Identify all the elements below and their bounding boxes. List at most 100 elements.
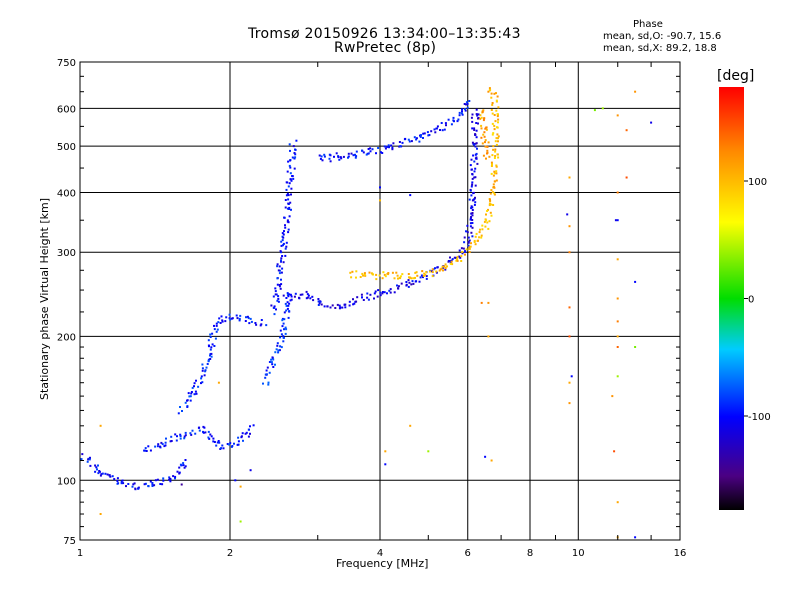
data-point bbox=[201, 381, 204, 384]
data-point bbox=[210, 355, 213, 358]
data-point bbox=[396, 284, 398, 287]
data-point bbox=[361, 149, 363, 152]
data-point bbox=[447, 260, 450, 263]
data-point bbox=[220, 315, 223, 318]
data-point bbox=[287, 228, 290, 231]
data-point bbox=[488, 204, 491, 207]
data-point bbox=[215, 324, 218, 327]
data-point bbox=[121, 479, 124, 482]
data-point bbox=[458, 111, 461, 114]
data-point bbox=[366, 292, 369, 295]
data-point bbox=[289, 166, 292, 169]
x-tick-label: 8 bbox=[527, 548, 533, 559]
data-point bbox=[484, 127, 487, 130]
data-point bbox=[387, 144, 390, 147]
data-point bbox=[247, 317, 250, 320]
data-point bbox=[449, 260, 452, 262]
data-point bbox=[423, 132, 426, 135]
data-point bbox=[183, 435, 186, 438]
data-point bbox=[186, 406, 189, 408]
data-point bbox=[387, 272, 390, 274]
data-point bbox=[493, 180, 496, 183]
data-point bbox=[495, 137, 498, 140]
data-point bbox=[328, 153, 331, 156]
data-point bbox=[393, 277, 396, 280]
data-point bbox=[188, 395, 191, 398]
data-point bbox=[211, 332, 214, 335]
data-point bbox=[197, 385, 200, 388]
data-point bbox=[276, 263, 279, 266]
data-point bbox=[467, 241, 470, 244]
data-point bbox=[491, 112, 494, 115]
data-point bbox=[289, 293, 292, 296]
data-point bbox=[215, 322, 218, 325]
data-point bbox=[487, 335, 490, 338]
data-point bbox=[331, 304, 334, 307]
data-point bbox=[634, 536, 637, 539]
data-point bbox=[471, 181, 474, 184]
data-point bbox=[134, 487, 137, 490]
data-point bbox=[453, 256, 456, 259]
data-point bbox=[116, 477, 119, 480]
data-point bbox=[373, 292, 376, 295]
data-point bbox=[383, 291, 386, 294]
data-point bbox=[99, 424, 102, 427]
data-point bbox=[270, 304, 273, 307]
data-point bbox=[650, 121, 653, 124]
data-point bbox=[174, 433, 177, 436]
data-point bbox=[479, 228, 481, 231]
data-point bbox=[290, 298, 293, 301]
data-point bbox=[287, 231, 290, 234]
data-point bbox=[289, 201, 292, 204]
data-point bbox=[470, 158, 473, 161]
data-point bbox=[286, 170, 289, 173]
data-point bbox=[221, 320, 224, 323]
data-point bbox=[489, 211, 492, 214]
data-point bbox=[214, 337, 217, 340]
data-point bbox=[362, 151, 365, 154]
data-point bbox=[210, 352, 213, 355]
y-tick-label: 75 bbox=[63, 536, 76, 547]
data-point bbox=[237, 440, 240, 443]
data-point bbox=[468, 100, 471, 102]
data-point bbox=[371, 148, 374, 151]
data-point bbox=[288, 182, 291, 185]
data-point bbox=[268, 371, 271, 374]
data-point bbox=[390, 144, 393, 147]
data-point bbox=[491, 122, 494, 125]
data-point bbox=[279, 250, 282, 253]
data-point bbox=[495, 172, 498, 175]
data-point bbox=[490, 459, 493, 462]
data-point bbox=[601, 107, 604, 110]
data-point bbox=[471, 214, 474, 217]
data-point bbox=[431, 268, 434, 271]
data-point bbox=[384, 147, 387, 150]
data-point bbox=[495, 179, 498, 182]
data-point bbox=[473, 160, 476, 163]
data-point bbox=[429, 270, 431, 273]
data-point bbox=[362, 299, 365, 301]
data-point bbox=[237, 436, 240, 439]
data-point bbox=[474, 142, 477, 145]
data-point bbox=[471, 206, 474, 209]
data-point bbox=[470, 168, 473, 171]
data-point bbox=[260, 323, 263, 326]
data-point bbox=[157, 443, 160, 446]
data-point bbox=[286, 301, 289, 304]
data-point bbox=[496, 137, 499, 140]
data-point bbox=[434, 131, 437, 134]
data-point bbox=[486, 149, 489, 152]
data-point bbox=[290, 208, 292, 211]
data-point bbox=[193, 382, 196, 385]
data-point bbox=[412, 282, 415, 285]
data-point bbox=[164, 444, 167, 447]
data-point bbox=[446, 265, 448, 268]
data-point bbox=[191, 429, 194, 432]
data-point bbox=[468, 247, 471, 250]
data-point bbox=[369, 147, 372, 150]
data-point bbox=[293, 152, 296, 154]
data-point bbox=[209, 336, 212, 338]
data-point bbox=[190, 391, 193, 393]
x-axis-label: Frequency [MHz] bbox=[336, 557, 429, 570]
data-point bbox=[277, 269, 280, 272]
